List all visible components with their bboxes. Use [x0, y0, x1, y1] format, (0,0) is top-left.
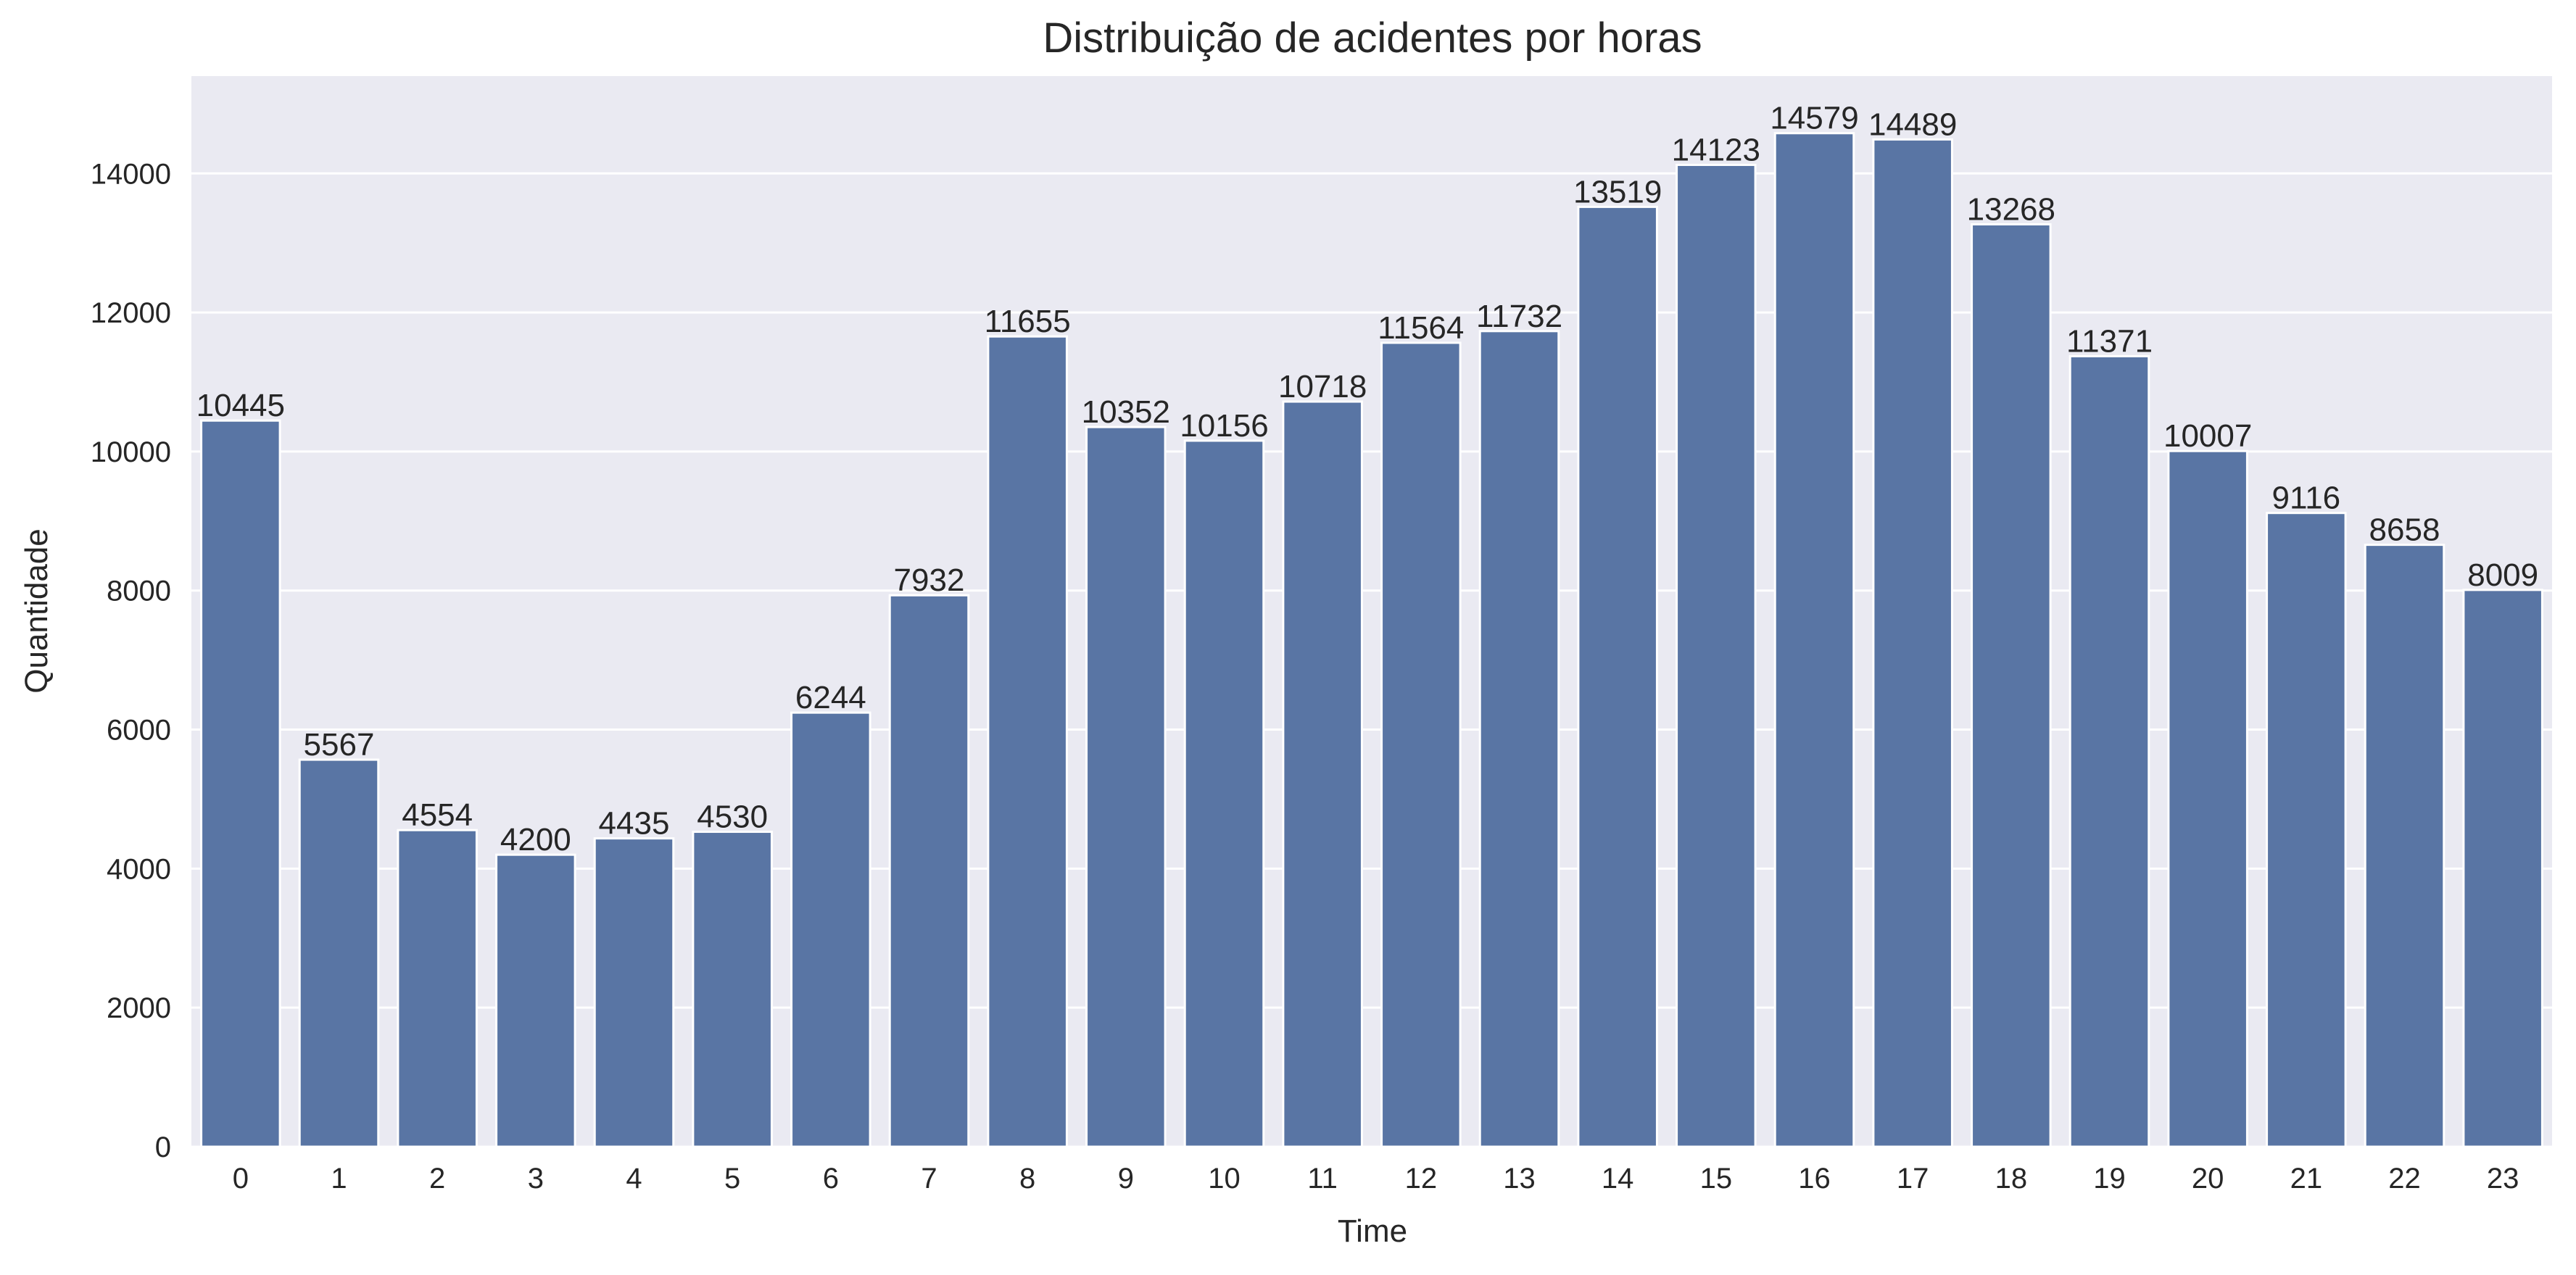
data-label-hour-16: 14579	[1770, 101, 1858, 136]
data-label-hour-13: 11732	[1476, 299, 1562, 334]
bar-hour-23	[2462, 589, 2543, 1148]
bar-hour-3	[495, 853, 576, 1148]
x-tick-label: 0	[233, 1163, 249, 1195]
data-label-hour-3: 4200	[500, 822, 571, 857]
bar-hour-5	[692, 831, 773, 1148]
bar-hour-4	[593, 837, 675, 1148]
bar-hour-14	[1577, 205, 1658, 1148]
bar-hour-16	[1773, 132, 1855, 1148]
bar-hour-21	[2266, 512, 2347, 1148]
bar-hour-6	[790, 711, 871, 1148]
y-axis-label: Quantidade	[19, 528, 54, 694]
x-tick-label: 7	[921, 1163, 937, 1195]
bar-hour-2	[397, 828, 478, 1148]
x-tick-label: 17	[1897, 1163, 1929, 1195]
grid-lines	[191, 172, 2552, 1148]
data-label-hour-14: 13519	[1573, 174, 1662, 209]
data-label-hour-20: 10007	[2163, 418, 2252, 454]
data-label-hour-7: 7932	[894, 562, 965, 598]
x-tick-label: 14	[1602, 1163, 1634, 1195]
bar-hour-11	[1282, 400, 1363, 1148]
bar-hour-22	[2364, 544, 2445, 1148]
x-tick-label: 13	[1503, 1163, 1536, 1195]
data-label-hour-8: 11655	[985, 304, 1071, 339]
data-label-hour-5: 4530	[697, 800, 768, 835]
x-tick-label: 20	[2192, 1163, 2224, 1195]
x-tick-label: 9	[1118, 1163, 1134, 1195]
x-tick-label: 19	[2093, 1163, 2126, 1195]
data-label-hour-2: 4554	[402, 797, 473, 833]
y-tick-label: 0	[155, 1131, 171, 1163]
bars	[200, 132, 2543, 1148]
bar-hour-15	[1676, 163, 1757, 1148]
x-tick-label: 1	[331, 1163, 347, 1195]
data-labels: 10445 5567 4554 4200 4435 4530 6244 7932 11655 10…	[196, 101, 2538, 857]
x-tick-label: 6	[823, 1163, 839, 1195]
x-tick-label: 23	[2487, 1163, 2519, 1195]
bar-hour-0	[200, 419, 281, 1148]
x-tick-label: 22	[2388, 1163, 2421, 1195]
data-label-hour-18: 13268	[1967, 191, 2055, 227]
x-tick-label: 3	[528, 1163, 544, 1195]
plot-area	[191, 76, 2552, 1147]
bar-hour-19	[2068, 354, 2150, 1148]
bar-hour-17	[1872, 138, 1953, 1148]
x-tick-label: 16	[1798, 1163, 1831, 1195]
bar-hour-18	[1971, 223, 2052, 1148]
bar-hour-13	[1478, 330, 1560, 1148]
x-tick-label: 4	[626, 1163, 642, 1195]
data-label-hour-21: 9116	[2272, 481, 2341, 516]
data-label-hour-0: 10445	[196, 388, 285, 423]
bar-hour-8	[987, 335, 1068, 1148]
data-label-hour-9: 10352	[1082, 394, 1170, 430]
data-label-hour-22: 8658	[2369, 512, 2440, 548]
x-tick-label: 18	[1995, 1163, 2028, 1195]
y-tick-label: 4000	[107, 853, 171, 885]
x-axis-label: Time	[1338, 1213, 1407, 1249]
data-label-hour-11: 10718	[1278, 369, 1367, 404]
bar-hour-10	[1183, 439, 1265, 1148]
bar-hour-7	[888, 594, 970, 1148]
x-tick-label: 10	[1208, 1163, 1241, 1195]
data-label-hour-12: 11564	[1378, 310, 1464, 346]
x-axis-ticks: 0 1 2 3 4 5 6 7 8 9 10 11 12 13 14 15 16 17 18 19 20 21 22 23	[233, 1163, 2519, 1195]
data-label-hour-6: 6244	[795, 680, 866, 715]
bar-hour-12	[1380, 341, 1462, 1148]
data-label-hour-1: 5567	[304, 727, 375, 763]
x-tick-label: 21	[2290, 1163, 2323, 1195]
chart-title: Distribuição de acidentes por horas	[1043, 14, 1702, 62]
y-tick-label: 2000	[107, 992, 171, 1024]
x-tick-label: 11	[1307, 1163, 1338, 1195]
y-axis-ticks: 0 2000 4000 6000 8000 10000 12000 14000	[91, 158, 171, 1163]
x-tick-label: 12	[1405, 1163, 1438, 1195]
y-tick-label: 14000	[91, 158, 171, 190]
y-tick-label: 6000	[107, 715, 171, 747]
x-tick-label: 2	[429, 1163, 445, 1195]
bar-hour-9	[1085, 425, 1167, 1148]
bar-hour-20	[2167, 449, 2248, 1148]
x-tick-label: 8	[1019, 1163, 1035, 1195]
y-tick-label: 10000	[91, 436, 171, 468]
data-label-hour-10: 10156	[1180, 408, 1268, 444]
data-label-hour-17: 14489	[1868, 107, 1957, 142]
data-label-hour-23: 8009	[2467, 557, 2538, 593]
data-label-hour-19: 11371	[2066, 323, 2153, 359]
x-tick-label: 15	[1700, 1163, 1733, 1195]
y-tick-label: 12000	[91, 297, 171, 329]
data-label-hour-4: 4435	[599, 806, 670, 842]
x-tick-label: 5	[724, 1163, 740, 1195]
bar-hour-1	[298, 758, 380, 1148]
data-label-hour-15: 14123	[1672, 132, 1760, 167]
y-tick-label: 8000	[107, 576, 171, 607]
